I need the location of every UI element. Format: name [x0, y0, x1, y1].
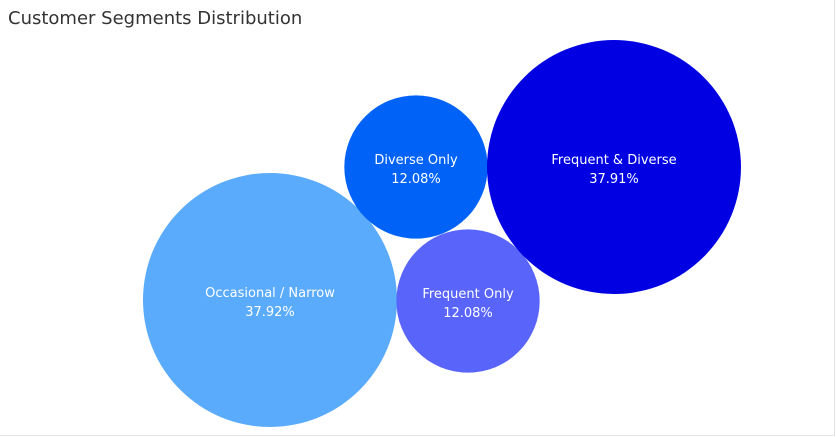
- bubble-circle[interactable]: [396, 229, 540, 373]
- bubble-value-label: 37.92%: [245, 305, 295, 320]
- bubble-value-label: 12.08%: [443, 306, 493, 321]
- bubble-frequent-only[interactable]: Frequent Only 12.08%: [396, 229, 540, 373]
- chart-title: Customer Segments Distribution: [8, 8, 303, 29]
- bubble-value-label: 12.08%: [391, 172, 441, 187]
- bubble-name-label: Diverse Only: [374, 153, 458, 168]
- bubble-name-label: Frequent & Diverse: [551, 153, 676, 168]
- bubble-frequent-diverse[interactable]: Frequent & Diverse 37.91%: [487, 40, 741, 294]
- bubble-circle[interactable]: [344, 95, 488, 239]
- bubble-circle[interactable]: [143, 173, 397, 427]
- bubble-occasional-narrow[interactable]: Occasional / Narrow 37.92%: [143, 173, 397, 427]
- bubble-circle[interactable]: [487, 40, 741, 294]
- bubble-diverse-only[interactable]: Diverse Only 12.08%: [344, 95, 488, 239]
- bubble-name-label: Frequent Only: [422, 287, 514, 302]
- bubble-value-label: 37.91%: [589, 172, 639, 187]
- bubble-name-label: Occasional / Narrow: [205, 286, 335, 301]
